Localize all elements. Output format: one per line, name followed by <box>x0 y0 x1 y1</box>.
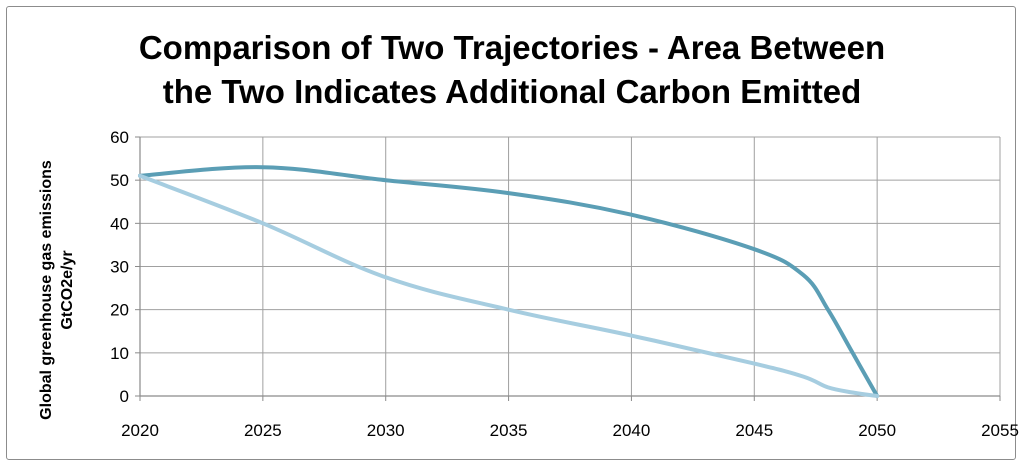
y-tick-label-10: 10 <box>110 344 129 363</box>
x-tick-label-2050: 2050 <box>858 421 896 440</box>
series-line-2 <box>138 173 880 398</box>
y-axis-label-line-2: GtCO2e/yr <box>59 250 76 329</box>
series-lines <box>138 165 880 398</box>
axes <box>135 136 1001 401</box>
y-tick-label-60: 60 <box>110 128 129 147</box>
x-tick-label-2055: 2055 <box>981 421 1019 440</box>
y-axis-label-line-1: Global greenhouse gas emissions <box>38 160 55 420</box>
y-tick-label-0: 0 <box>120 387 129 406</box>
y-tick-label-40: 40 <box>110 214 129 233</box>
chart-title-line-1: Comparison of Two Trajectories - Area Be… <box>138 29 886 66</box>
gridlines <box>140 136 1001 396</box>
y-tick-label-20: 20 <box>110 301 129 320</box>
y-tick-label-30: 30 <box>110 258 129 277</box>
chart-title: Comparison of Two Trajectories - Area Be… <box>0 26 1024 114</box>
x-tick-label-2045: 2045 <box>735 421 773 440</box>
y-tick-label-50: 50 <box>110 171 129 190</box>
x-tick-label-2035: 2035 <box>490 421 528 440</box>
x-tick-label-2030: 2030 <box>367 421 405 440</box>
x-tick-label-2025: 2025 <box>244 421 282 440</box>
x-tick-label-2040: 2040 <box>613 421 651 440</box>
chart-title-line-2: the Two Indicates Additional Carbon Emit… <box>162 73 862 110</box>
series-line-1 <box>138 165 880 398</box>
x-tick-label-2020: 2020 <box>121 421 159 440</box>
chart-frame <box>6 6 1016 460</box>
